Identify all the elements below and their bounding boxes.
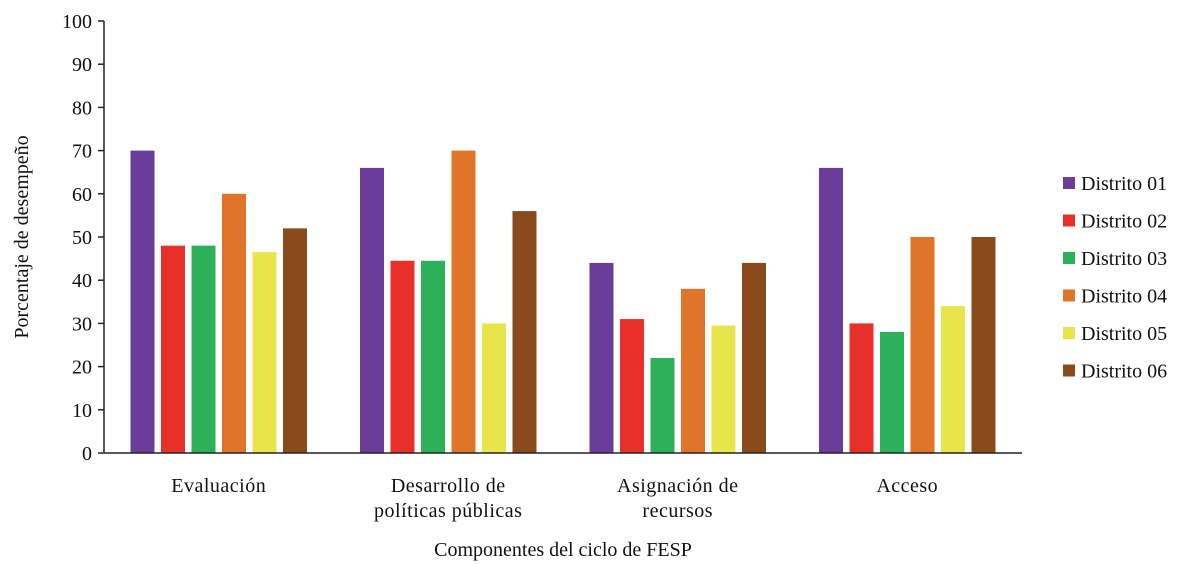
bar-distrito-02 bbox=[161, 245, 185, 453]
bar-distrito-04 bbox=[681, 288, 705, 453]
bar-distrito-05 bbox=[941, 306, 965, 453]
bar-distrito-02 bbox=[849, 323, 874, 453]
y-tick-label: 90 bbox=[72, 54, 92, 76]
legend-swatch bbox=[1063, 252, 1075, 264]
y-tick-label: 0 bbox=[82, 443, 92, 465]
legend-swatch bbox=[1063, 364, 1075, 377]
legend-swatch bbox=[1063, 177, 1075, 189]
legend-label: Distrito 02 bbox=[1081, 211, 1167, 233]
bar-distrito-03 bbox=[880, 332, 904, 453]
bar-distrito-01 bbox=[819, 167, 843, 453]
bar-distrito-03 bbox=[191, 245, 216, 453]
legend: Distrito 01 Distrito 02 Distrito 03 Distrit… bbox=[1063, 173, 1167, 383]
y-tick-label: 60 bbox=[72, 184, 92, 206]
bar-distrito-05 bbox=[711, 325, 736, 453]
x-axis-title: Componentes del ciclo de FESP bbox=[434, 539, 692, 561]
x-category-label: Evaluación bbox=[171, 475, 266, 497]
bar-distrito-06 bbox=[283, 228, 307, 453]
legend-label: Distrito 04 bbox=[1081, 286, 1167, 308]
bar-distrito-04 bbox=[451, 150, 476, 453]
bar-distrito-02 bbox=[390, 260, 415, 453]
y-tick-label: 20 bbox=[72, 357, 92, 379]
bar-distrito-06 bbox=[971, 237, 996, 453]
x-category-label: Desarrollo de políticas públicas bbox=[374, 475, 522, 522]
bar-distrito-03 bbox=[421, 260, 445, 453]
legend-label: Distrito 03 bbox=[1081, 248, 1167, 270]
y-tick-label: 40 bbox=[72, 270, 92, 292]
y-tick-label: 30 bbox=[72, 313, 92, 335]
legend-label: Distrito 01 bbox=[1081, 173, 1167, 195]
x-category-label: Asignación de recursos bbox=[617, 475, 738, 522]
y-axis-title: Porcentaje de desempeño bbox=[11, 135, 33, 338]
bar-distrito-05 bbox=[482, 323, 506, 453]
y-tick-label: 10 bbox=[72, 400, 92, 422]
legend-label: Distrito 06 bbox=[1081, 361, 1167, 383]
bar-distrito-03 bbox=[650, 357, 675, 453]
bar-distrito-06 bbox=[512, 211, 537, 453]
bar-distrito-01 bbox=[589, 262, 614, 453]
legend-swatch bbox=[1063, 327, 1075, 339]
legend-swatch bbox=[1063, 214, 1075, 227]
y-tick-label: 80 bbox=[72, 97, 92, 119]
bar-distrito-04 bbox=[910, 237, 935, 453]
bar-distrito-01 bbox=[360, 167, 384, 453]
y-axis: 0 10 20 30 40 50 60 70 80 90 100 bbox=[62, 11, 105, 465]
bar-distrito-05 bbox=[252, 252, 277, 453]
bar-distrito-06 bbox=[742, 262, 766, 453]
bar-distrito-02 bbox=[620, 319, 644, 453]
bar-distrito-04 bbox=[222, 193, 246, 454]
legend-swatch bbox=[1063, 289, 1075, 302]
y-tick-label: 70 bbox=[72, 141, 92, 163]
bars-layer bbox=[130, 150, 996, 454]
legend-label: Distrito 05 bbox=[1081, 323, 1167, 345]
y-tick-label: 100 bbox=[62, 11, 92, 33]
bar-distrito-01 bbox=[130, 150, 155, 453]
x-category-label: Acceso bbox=[876, 475, 938, 497]
y-tick-label: 50 bbox=[72, 227, 92, 249]
x-axis: Evaluación Desarrollo de políticas pública… bbox=[104, 452, 1022, 522]
